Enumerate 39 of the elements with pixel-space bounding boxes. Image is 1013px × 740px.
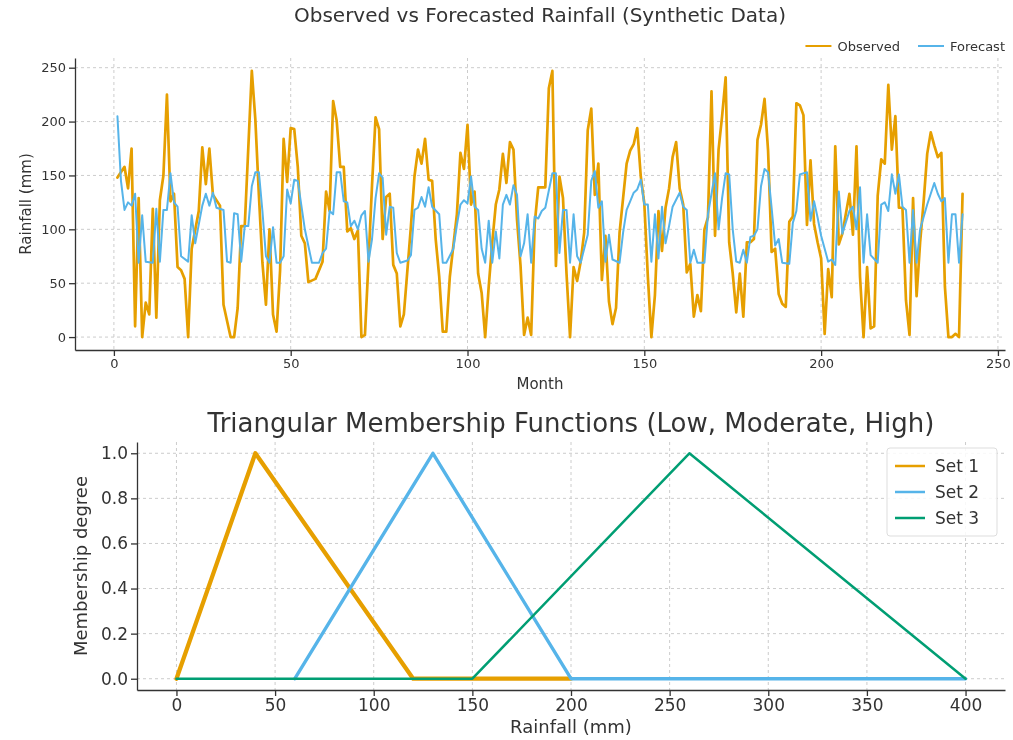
line-series (116, 115, 964, 266)
legend-label: Set 1 (935, 455, 980, 476)
x-tick-label: 150 (632, 356, 658, 372)
y-tick-label: 250 (41, 60, 66, 76)
x-tick-label: 250 (653, 695, 687, 716)
y-tick-label: 0.8 (100, 488, 128, 509)
legend-label: Set 3 (935, 507, 980, 528)
y-tick-label: 200 (41, 114, 66, 130)
y-tick-label: 50 (49, 275, 66, 291)
y-tick-label: 100 (41, 221, 66, 237)
x-tick-label: 50 (264, 695, 287, 716)
y-axis-title: Rainfall (mm) (17, 153, 35, 255)
x-tick-label: 350 (851, 695, 884, 716)
legend-label: Set 2 (935, 481, 980, 502)
x-axis-title: Month (516, 375, 564, 393)
line-series (116, 69, 964, 339)
y-tick-label: 1.0 (100, 443, 128, 464)
x-tick-label: 100 (455, 356, 481, 372)
x-tick-label: 100 (358, 695, 391, 716)
x-tick-label: 250 (986, 356, 1011, 372)
y-axis-title: Membership degree (70, 475, 91, 657)
x-tick-label: 200 (809, 356, 835, 372)
x-tick-label: 50 (282, 356, 300, 372)
y-tick-label: 0.6 (100, 533, 128, 554)
y-tick-label: 0 (57, 329, 66, 345)
chart-title: Observed vs Forecasted Rainfall (Synthetic Data) (293, 3, 787, 27)
chart-title: Triangular Membership Functions (Low, Moderate, High) (206, 408, 935, 438)
x-axis-title: Rainfall (mm) (510, 716, 632, 737)
y-tick-label: 0.4 (100, 578, 128, 599)
legend-label: Forecast (949, 38, 1005, 54)
x-tick-label: 0 (171, 695, 183, 716)
y-tick-label: 0.2 (100, 623, 128, 644)
x-tick-label: 150 (456, 695, 490, 716)
x-tick-label: 400 (949, 695, 983, 716)
y-tick-label: 150 (41, 168, 66, 184)
y-tick-label: 0.0 (100, 668, 128, 689)
x-tick-label: 300 (752, 695, 785, 716)
legend-label: Observed (837, 38, 900, 54)
x-tick-label: 200 (555, 695, 588, 716)
